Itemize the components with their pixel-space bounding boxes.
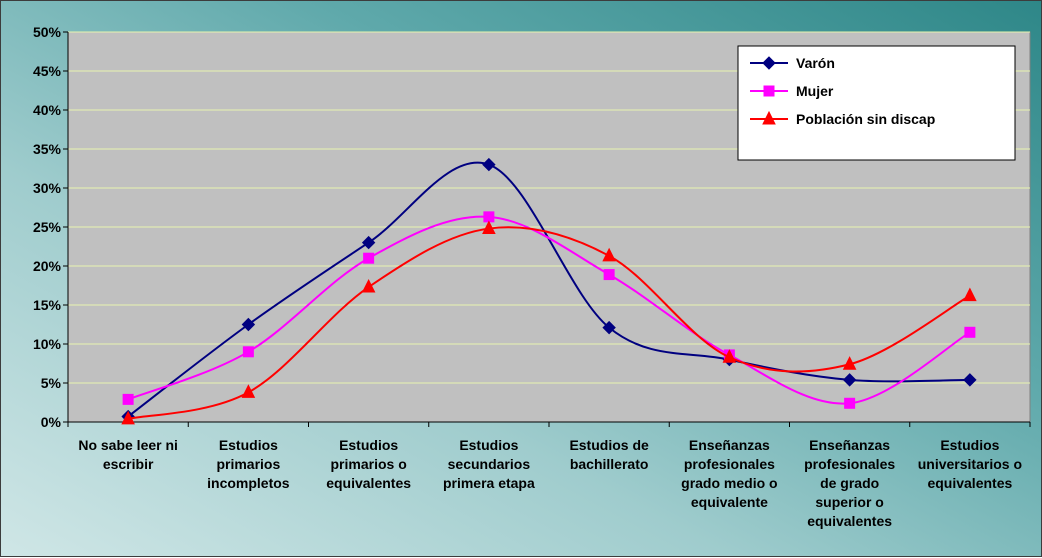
x-category-label: Enseñanzas profesionales grado medio o equi…: [681, 437, 777, 510]
legend-label: Mujer: [796, 83, 834, 99]
y-tick-label: 50%: [33, 24, 62, 40]
x-category-label: Estudios primarios o equivalentes: [326, 437, 411, 491]
x-category-label-line: Estudios: [459, 437, 518, 453]
x-category-label-line: secundarios: [448, 456, 531, 472]
legend: Varón Mujer Población sin discap: [737, 45, 1016, 161]
series-layer: [121, 157, 977, 425]
x-category-label-line: Enseñanzas: [689, 437, 770, 453]
data-point: [482, 220, 496, 235]
data-point: [482, 157, 496, 172]
series-poblaci-n-sin-discap: [121, 220, 977, 425]
y-tick-label: 10%: [33, 336, 62, 352]
x-category-label-line: equivalente: [691, 494, 768, 510]
x-category-label-line: incompletos: [207, 475, 290, 491]
data-point: [842, 373, 857, 387]
data-point: [483, 211, 495, 223]
series-line: [127, 226, 971, 420]
x-category-label-line: de grado: [820, 475, 879, 491]
data-point: [964, 326, 976, 338]
legend-swatch-marker: [763, 85, 775, 97]
data-point: [722, 349, 737, 363]
data-point: [242, 346, 254, 358]
y-tick-label: 25%: [33, 219, 62, 235]
x-axis: No sabe leer ni escribir Estudios primarios…: [67, 421, 1031, 529]
y-tick-label: 40%: [33, 102, 62, 118]
y-tick-label: 35%: [33, 141, 62, 157]
x-category-label: Estudios universitarios o equivalentes: [918, 437, 1022, 491]
x-category-label-line: No sabe leer ni: [78, 437, 178, 453]
x-category-label-line: universitarios o: [918, 456, 1022, 472]
x-category-label-line: equivalentes: [807, 513, 892, 529]
y-tick-label: 30%: [33, 180, 62, 196]
x-category-label-line: Enseñanzas: [809, 437, 890, 453]
data-point: [121, 410, 135, 425]
x-category-label-line: Estudios: [339, 437, 398, 453]
x-category-label-line: Estudios: [940, 437, 999, 453]
x-category-label-line: profesionales: [804, 456, 895, 472]
x-category-label-line: superior o: [815, 494, 883, 510]
x-category-label-line: escribir: [103, 456, 154, 472]
legend-label: Varón: [796, 55, 835, 71]
y-axis: 0% 5% 10% 15% 20% 25% 30% 35% 40% 45% 50%: [33, 24, 69, 430]
data-point: [363, 252, 375, 264]
series-line: [127, 161, 970, 418]
data-point: [602, 247, 616, 262]
legend-swatch-marker: [762, 56, 776, 70]
y-tick-label: 20%: [33, 258, 62, 274]
data-point: [842, 356, 857, 370]
x-category-label-line: equivalentes: [927, 475, 1012, 491]
data-point: [963, 287, 977, 302]
x-category-label: Enseñanzas profesionales de grado superior …: [804, 437, 895, 529]
data-point: [241, 317, 256, 332]
data-point: [361, 278, 376, 293]
y-tick-label: 15%: [33, 297, 62, 313]
x-category-label: Estudios primarios incompletos: [207, 437, 290, 491]
legend-label: Población sin discap: [796, 111, 935, 127]
data-point: [602, 320, 616, 335]
y-tick-label: 0%: [41, 414, 62, 430]
data-point: [122, 393, 134, 405]
data-point: [963, 373, 977, 387]
data-point: [241, 384, 256, 398]
x-category-label-line: primarios: [216, 456, 280, 472]
legend-swatch-marker: [762, 110, 776, 125]
x-category-label-line: primarios o: [331, 456, 407, 472]
data-point: [844, 397, 856, 409]
legend-box: [737, 45, 1016, 161]
series-line: [127, 215, 971, 405]
x-category-label: No sabe leer ni escribir: [78, 437, 178, 472]
x-category-label: Estudios secundarios primera etapa: [443, 437, 535, 491]
x-category-label-line: equivalentes: [326, 475, 411, 491]
x-category-label-line: Estudios de: [569, 437, 649, 453]
x-category-label-line: bachillerato: [570, 456, 649, 472]
y-tick-label: 45%: [33, 63, 62, 79]
x-category-label-line: Estudios: [219, 437, 278, 453]
data-point: [361, 235, 376, 250]
x-category-label-line: primera etapa: [443, 475, 535, 491]
data-point: [603, 269, 615, 281]
y-tick-label: 5%: [41, 375, 62, 391]
x-category-label: Estudios de bachillerato: [569, 437, 649, 472]
x-category-label-line: profesionales: [684, 456, 775, 472]
x-category-label-line: grado medio o: [681, 475, 777, 491]
